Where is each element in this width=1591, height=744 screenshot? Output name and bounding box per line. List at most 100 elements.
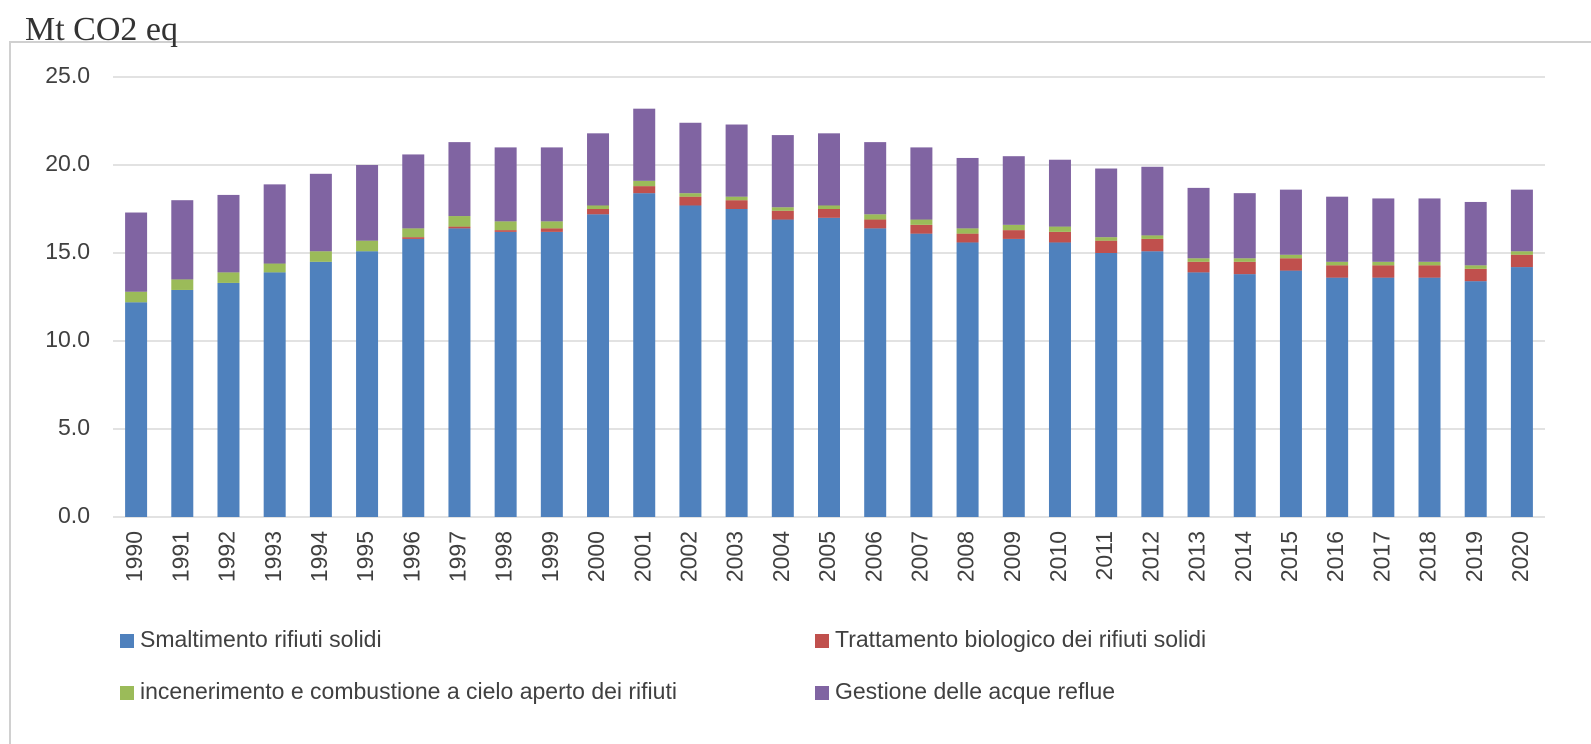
legend-swatch [120,634,134,648]
bar-segment [356,165,379,241]
bar-segment [956,228,979,234]
x-tick-label: 1990 [121,531,147,582]
bar-segment [587,205,610,209]
bar-segment [125,291,148,303]
bar-segment [309,173,332,252]
bar-segment [1187,187,1210,259]
y-tick-label: 0.0 [58,502,90,528]
bar-segment [1141,251,1164,518]
bar-segment [356,251,379,518]
bar-segment [633,180,656,187]
y-tick-label: 10.0 [45,326,90,352]
bar-segment [1233,193,1256,259]
bar-segment [679,196,702,206]
bar-segment [679,205,702,518]
bar-segment [864,142,887,215]
bar-segment [263,263,286,273]
bar-segment [1510,267,1533,517]
bar-segment [1464,265,1487,269]
legend-label: Gestione delle acque reflue [835,678,1115,704]
legend-swatch [815,686,829,700]
bar-segment [1326,277,1349,517]
bar-segment [1418,261,1441,266]
x-tick-label: 2012 [1137,531,1163,582]
bar-segment [1002,156,1025,225]
x-tick-label: 2000 [583,531,609,582]
bar-segment [494,147,517,222]
bar-segment [818,133,840,206]
bar-segment [540,231,563,517]
x-tick-label: 2014 [1230,531,1256,582]
bar-segment [633,186,656,194]
y-tick-label: 25.0 [45,62,90,88]
bar-segment [1141,235,1164,239]
x-tick-label: 1997 [445,531,471,582]
bar-segment [1464,268,1487,282]
bar-segment [217,282,240,517]
bar-segment [448,226,471,229]
bar-segment [771,135,794,208]
bar-segment [725,209,748,517]
x-tick-label: 2008 [953,531,979,582]
bar-segment [587,214,610,517]
x-tick-label: 1999 [537,531,563,582]
bar-segment [910,147,933,220]
bar-segment [910,219,933,225]
bar-segment [263,184,286,264]
legend-swatch [815,634,829,648]
bar-segment [771,219,794,517]
bar-segment [402,237,425,239]
bar-segment [725,124,748,197]
x-tick-label: 1995 [352,531,378,582]
x-tick-label: 1993 [260,531,286,582]
bar-segment [1002,238,1025,518]
bar-segment [171,289,194,517]
bar-segment [1141,238,1164,252]
bar-segment [1095,237,1118,241]
bar-segment [633,108,656,181]
bar-segment [1233,274,1256,517]
bar-segment [1418,277,1441,517]
bar-segment [402,228,425,238]
bar-segment [587,133,610,206]
bar-segment [540,147,563,222]
x-tick-label: 2015 [1276,531,1302,582]
x-tick-label: 2004 [768,531,794,582]
x-tick-label: 1998 [491,531,517,582]
x-tick-label: 2019 [1461,531,1487,582]
bar-segment [956,157,979,229]
x-tick-label: 1992 [214,531,240,582]
bar-segment [1326,261,1349,266]
bar-segment [448,228,471,518]
bar-segment [1326,265,1349,278]
y-axis-title: Mt CO2 eq [25,11,178,48]
bar-segment [1279,270,1302,517]
x-tick-label: 2003 [722,531,748,582]
bar-segment [633,193,656,517]
bar-segment [540,221,563,229]
bar-segment [448,142,471,217]
bar-segment [1372,198,1395,262]
bar-segment [125,302,148,517]
bar-segment [1279,189,1302,255]
x-tick-label: 2006 [860,531,886,582]
bar-segment [864,219,887,229]
bar-segment [771,207,794,211]
bar-segment [1095,253,1118,517]
bar-segment [587,209,610,215]
bar-segment [1510,189,1533,252]
y-tick-label: 15.0 [45,238,90,264]
bar-segment [1002,230,1025,239]
bar-segment [217,272,240,283]
bar-segment [1048,242,1071,517]
legend-label: Trattamento biologico dei rifiuti solidi [835,626,1206,652]
bar-segment [956,242,979,517]
bar-segment [1187,261,1210,273]
x-tick-label: 2009 [999,531,1025,582]
bar-segment [540,228,563,232]
x-tick-label: 2013 [1184,531,1210,582]
bar-segment [1372,277,1395,517]
bar-segment [679,193,702,197]
bar-segment [1095,240,1118,253]
bar-segment [956,233,979,243]
